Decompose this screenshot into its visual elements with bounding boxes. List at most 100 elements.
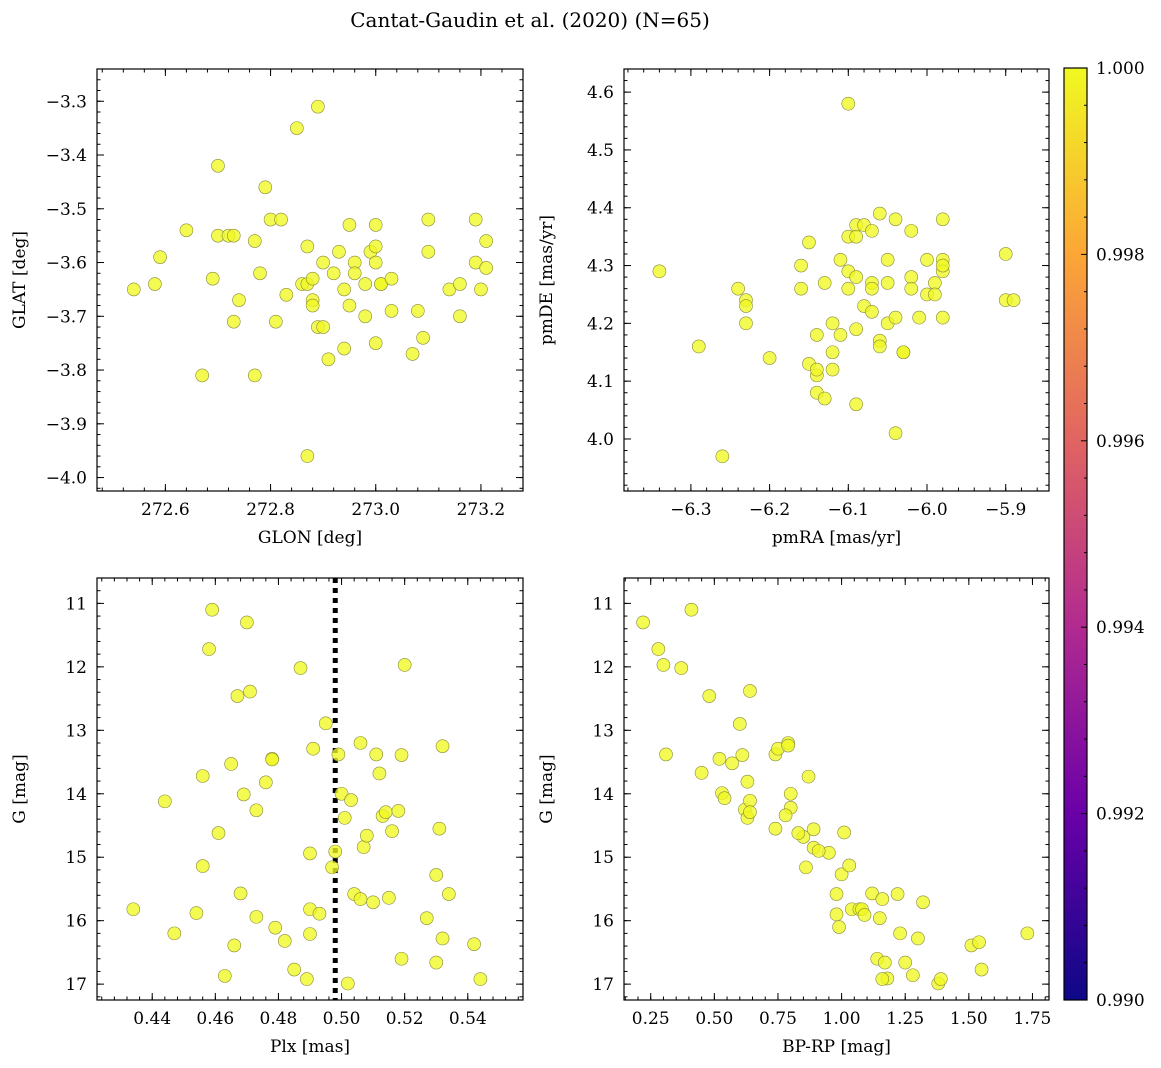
y-tick-label: 4.5 [587, 141, 614, 161]
data-point [382, 891, 396, 905]
data-point [432, 821, 447, 836]
scatter-points [126, 602, 488, 991]
y-tick-label: 15 [65, 848, 87, 868]
data-point [453, 277, 467, 291]
data-point [268, 920, 283, 935]
y-tick-label: 16 [592, 912, 614, 932]
data-point [378, 805, 393, 819]
data-point [674, 661, 689, 675]
x-tick-label: 272.6 [141, 500, 190, 520]
x-tick-label: 0.44 [133, 1009, 171, 1029]
data-point [167, 926, 182, 941]
data-point [342, 218, 357, 232]
data-point [158, 794, 172, 809]
data-point [893, 926, 907, 941]
data-point [888, 310, 903, 325]
data-point [731, 281, 745, 296]
data-point [202, 642, 216, 656]
y-axis-label: pmDE [mas/yr] [537, 215, 557, 345]
y-tick-label: 4.1 [587, 372, 614, 392]
data-point [935, 258, 950, 273]
data-point [344, 793, 358, 807]
data-point [321, 352, 336, 367]
data-point [211, 826, 226, 840]
data-point [652, 264, 667, 279]
data-point [391, 804, 406, 818]
colorbar-tick-label: 0.992 [1096, 805, 1145, 825]
data-point [799, 860, 813, 875]
data-point [332, 244, 346, 259]
data-point [912, 310, 926, 325]
x-tick-label: 272.8 [246, 500, 295, 520]
x-tick-label: 0.46 [196, 1009, 234, 1029]
data-point [368, 255, 383, 270]
data-point [833, 252, 848, 267]
data-point [694, 766, 709, 780]
data-point [898, 955, 913, 970]
data-point [247, 234, 262, 248]
data-point [479, 234, 493, 248]
data-point [421, 212, 436, 227]
data-point [442, 887, 456, 901]
data-point [715, 449, 730, 464]
x-tick-label: 0.25 [632, 1009, 670, 1029]
data-point [337, 282, 351, 297]
data-point [875, 972, 890, 986]
data-point [328, 844, 343, 859]
data-point [841, 281, 856, 296]
data-point [318, 716, 333, 731]
data-point [651, 642, 666, 656]
data-point [274, 212, 288, 227]
y-tick-label: −3.7 [46, 307, 87, 327]
data-point [224, 757, 238, 771]
data-point [353, 892, 368, 906]
y-tick-label: −3.4 [46, 146, 87, 166]
data-point [195, 859, 210, 873]
data-point [265, 752, 279, 767]
data-point [394, 748, 409, 762]
data-point [416, 330, 430, 345]
data-point [906, 968, 920, 983]
data-point [195, 368, 209, 383]
data-point [781, 738, 795, 753]
data-point [347, 266, 362, 281]
y-tick-label: 11 [592, 594, 614, 614]
data-point [337, 341, 351, 356]
data-point [659, 747, 673, 762]
data-point [435, 931, 450, 946]
data-point [783, 786, 798, 801]
colorbar-tick-label: 1.000 [1096, 59, 1145, 79]
data-point [287, 962, 302, 977]
data-point [249, 803, 264, 818]
data-point [353, 736, 368, 750]
data-point [429, 955, 444, 970]
data-point [356, 840, 371, 854]
data-point [253, 266, 267, 281]
data-point [920, 252, 934, 267]
data-point [405, 347, 420, 361]
data-point [739, 316, 753, 331]
panel-bprp-g: 0.25 0.50 0.75 1.00 1.25 1.50 1.75 11 12 13 14 15 16… [537, 577, 1051, 1057]
data-point [743, 793, 757, 808]
data-point [829, 907, 844, 922]
data-point [236, 787, 251, 802]
data-point [397, 658, 412, 672]
data-point [127, 282, 141, 297]
y-tick-label: 4.3 [587, 257, 614, 277]
data-point [928, 276, 942, 290]
panel-pmra-pmde: −6.3 −6.2 −6.1 −6.0 −5.9 4.0 4.1 4.2 4.3 4.4 4.5 4.… [537, 68, 1050, 548]
data-point [794, 281, 808, 296]
data-point [358, 277, 373, 291]
data-point [429, 868, 444, 882]
data-point [928, 287, 942, 302]
data-point [825, 316, 840, 331]
data-point [211, 158, 225, 173]
data-point [791, 826, 806, 840]
data-point [896, 345, 911, 360]
y-axis-label: G [mag] [537, 754, 557, 823]
data-point [865, 281, 879, 296]
x-tick-label: −6.2 [749, 500, 790, 520]
data-point [247, 368, 262, 383]
data-point [368, 336, 383, 350]
